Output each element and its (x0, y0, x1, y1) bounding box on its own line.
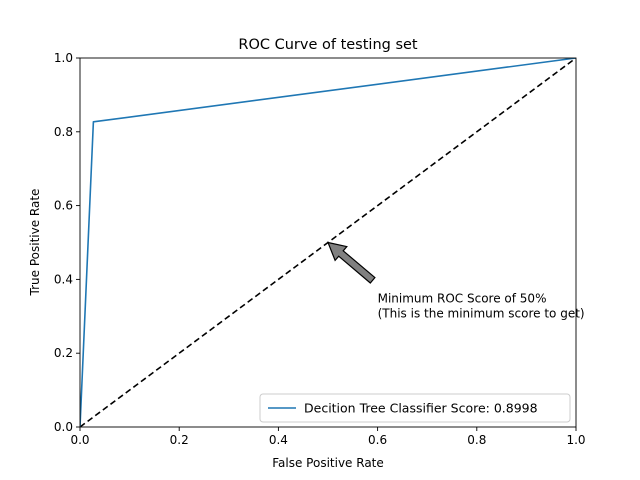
roc-series-line-0 (80, 58, 576, 427)
y-tick-label: 0.2 (54, 346, 73, 360)
x-tick-label: 0.8 (467, 433, 486, 447)
y-tick-label: 1.0 (54, 51, 73, 65)
annotation-text-line2: (This is the minimum score to get) (378, 306, 585, 320)
legend-box (259, 393, 571, 423)
y-tick-label: 0.0 (54, 420, 73, 434)
y-tick-label: 0.6 (54, 199, 73, 213)
legend-entry-label: Decition Tree Classifier Score: 0.8998 (304, 401, 538, 416)
x-tick-label: 0.0 (70, 433, 89, 447)
y-tick-label: 0.4 (54, 272, 73, 286)
y-tick-label: 0.8 (54, 125, 73, 139)
axes-frame (79, 57, 577, 428)
x-tick-label: 1.0 (566, 433, 585, 447)
x-tick-label: 0.6 (368, 433, 387, 447)
chart-title: ROC Curve of testing set (238, 37, 418, 53)
x-tick-label: 0.2 (170, 433, 189, 447)
annotation-text-line1: Minimum ROC Score of 50% (378, 291, 547, 305)
plot-area: 0.0 0.2 0.4 0.6 0.8 1.0 0.0 0.2 0.4 0.6 0.8 1.0 Mini… (54, 51, 586, 447)
x-tick-label: 0.4 (269, 433, 288, 447)
x-axis-label: False Positive Rate (272, 456, 384, 470)
y-axis-label: True Positive Rate (28, 189, 42, 297)
annotation-arrow (327, 241, 376, 284)
